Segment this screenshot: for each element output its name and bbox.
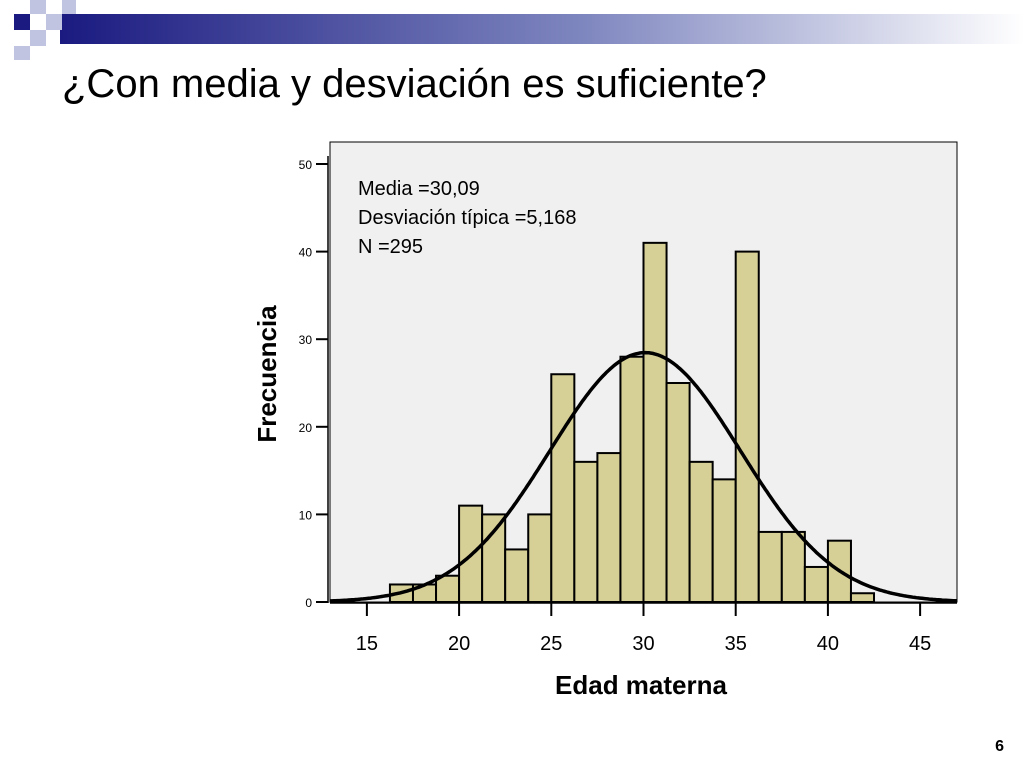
y-axis-label: Frecuencia (252, 305, 282, 443)
x-tick-label-30: 30 (632, 633, 654, 655)
y-tick-label-50: 50 (299, 158, 313, 172)
slide-title: ¿Con media y desviación es suficiente? (62, 62, 767, 106)
histogram-bar-5 (481, 513, 507, 604)
y-tick-label-40: 40 (299, 246, 313, 260)
x-tick-label-35: 35 (725, 633, 747, 655)
page-number: 6 (995, 738, 1004, 755)
normal-curve (330, 350, 958, 603)
x-axis-label: Edad materna (555, 670, 727, 700)
histogram-bar-11 (619, 355, 645, 603)
header-decoration (14, 0, 1024, 60)
y-tick-label-0: 0 (305, 596, 312, 610)
x-tick-label-45: 45 (909, 633, 931, 655)
histogram-bar-13 (665, 382, 691, 603)
histogram-bar-6 (504, 548, 530, 604)
stats-line-2: Desviación típica =5,168 (358, 207, 576, 229)
stats-annotation: Media =30,09 Desviación típica =5,168 N =2… (358, 178, 576, 258)
x-tick-label-20: 20 (448, 633, 470, 655)
x-tick-label-15: 15 (356, 633, 378, 655)
stats-line-3: N =295 (358, 236, 423, 258)
histogram-bar-10 (596, 452, 622, 603)
y-tick-label-10: 10 (299, 508, 313, 522)
y-tick-label-20: 20 (299, 421, 313, 435)
histogram-bar-12 (642, 241, 668, 603)
histogram-bar-19 (803, 565, 829, 604)
histogram-bar-14 (688, 460, 714, 603)
histogram-bar-17 (757, 530, 783, 603)
histogram-bar-16 (734, 250, 760, 603)
histogram-bar-21 (849, 592, 876, 603)
histogram-bar-18 (780, 530, 806, 603)
y-tick-label-30: 30 (299, 333, 313, 347)
x-tick-label-40: 40 (817, 633, 839, 655)
histogram-bar-15 (711, 478, 737, 603)
x-tick-label-25: 25 (540, 633, 562, 655)
histogram-bar-7 (527, 513, 553, 604)
stats-line-1: Media =30,09 (358, 178, 480, 200)
histogram-bar-8 (550, 373, 576, 603)
histogram-bar-9 (573, 460, 599, 603)
